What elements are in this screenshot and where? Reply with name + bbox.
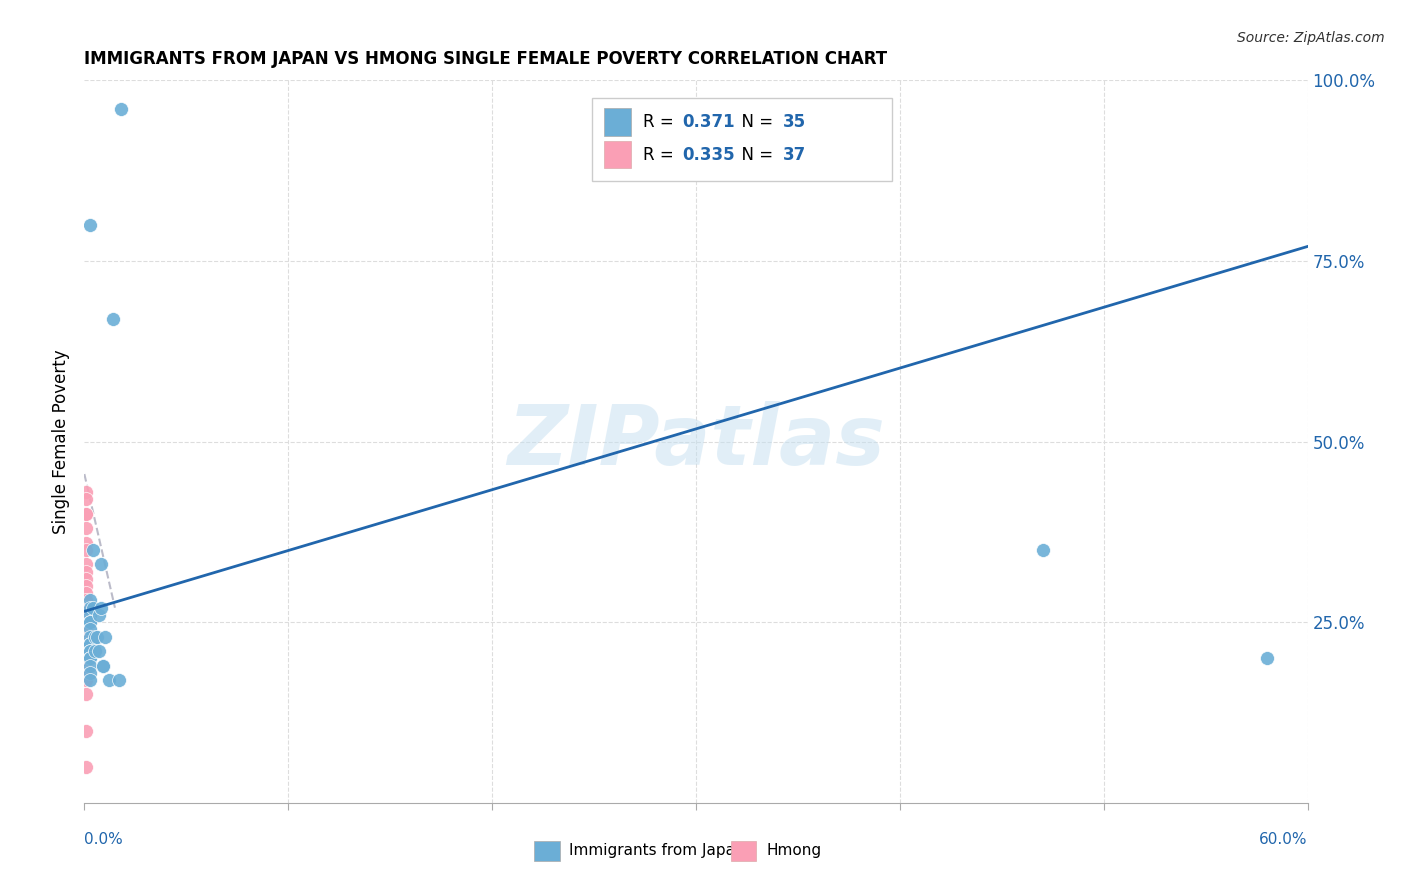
Point — [75, 760, 97, 774]
Point — [75, 644, 97, 658]
Text: 60.0%: 60.0% — [1260, 831, 1308, 847]
Point — [97, 673, 120, 687]
Point — [79, 593, 101, 607]
Text: Hmong: Hmong — [766, 844, 821, 858]
Point — [79, 651, 101, 665]
Point — [79, 218, 101, 232]
Point — [93, 630, 115, 644]
Point — [79, 644, 101, 658]
Text: 0.371: 0.371 — [682, 113, 735, 131]
Point — [75, 665, 97, 680]
Point — [75, 586, 97, 600]
Point — [75, 579, 97, 593]
Point — [75, 572, 97, 586]
Point — [75, 723, 97, 738]
Point — [75, 521, 97, 535]
Point — [75, 535, 97, 549]
Point — [75, 492, 97, 507]
Point — [86, 630, 108, 644]
Point — [79, 607, 101, 622]
Point — [75, 507, 97, 521]
Point — [90, 558, 112, 572]
Point — [87, 644, 110, 658]
Point — [79, 623, 101, 637]
Point — [75, 623, 97, 637]
Point — [75, 607, 97, 622]
Text: Source: ZipAtlas.com: Source: ZipAtlas.com — [1237, 31, 1385, 45]
Point — [75, 485, 97, 500]
Point — [83, 644, 105, 658]
Point — [79, 637, 101, 651]
Point — [83, 630, 105, 644]
Point — [79, 658, 101, 673]
Y-axis label: Single Female Poverty: Single Female Poverty — [52, 350, 70, 533]
Point — [79, 673, 101, 687]
Point — [79, 644, 101, 658]
Point — [75, 644, 97, 658]
Point — [75, 658, 97, 673]
Point — [79, 637, 101, 651]
Bar — [605, 141, 631, 169]
Point — [75, 630, 97, 644]
Point — [75, 665, 97, 680]
Text: R =: R = — [644, 113, 679, 131]
Point — [75, 637, 97, 651]
Text: 35: 35 — [783, 113, 806, 131]
Point — [1032, 542, 1054, 557]
Point — [91, 658, 114, 673]
Point — [108, 673, 131, 687]
Point — [75, 651, 97, 665]
Point — [75, 615, 97, 630]
Point — [75, 658, 97, 673]
Point — [75, 558, 97, 572]
Point — [75, 615, 97, 630]
Point — [75, 565, 97, 579]
Point — [75, 600, 97, 615]
Text: N =: N = — [731, 145, 779, 164]
Point — [87, 607, 110, 622]
Point — [75, 623, 97, 637]
Point — [75, 607, 97, 622]
Point — [75, 673, 97, 687]
Point — [79, 665, 101, 680]
Text: ZIPatlas: ZIPatlas — [508, 401, 884, 482]
Point — [75, 687, 97, 701]
Point — [79, 600, 101, 615]
Text: 0.0%: 0.0% — [84, 831, 124, 847]
Text: 0.335: 0.335 — [682, 145, 735, 164]
Bar — [592, 98, 891, 181]
Point — [75, 637, 97, 651]
Text: IMMIGRANTS FROM JAPAN VS HMONG SINGLE FEMALE POVERTY CORRELATION CHART: IMMIGRANTS FROM JAPAN VS HMONG SINGLE FE… — [84, 50, 887, 68]
Point — [79, 615, 101, 630]
Point — [75, 600, 97, 615]
Point — [75, 630, 97, 644]
Point — [110, 102, 132, 116]
Point — [79, 630, 101, 644]
Bar — [605, 109, 631, 136]
Point — [82, 600, 104, 615]
Point — [101, 311, 124, 326]
Point — [75, 593, 97, 607]
Text: N =: N = — [731, 113, 779, 131]
Text: 37: 37 — [783, 145, 806, 164]
Point — [82, 542, 104, 557]
Point — [1256, 651, 1278, 665]
Point — [75, 507, 97, 521]
Point — [90, 600, 112, 615]
Text: Immigrants from Japan: Immigrants from Japan — [569, 844, 745, 858]
Point — [79, 615, 101, 630]
Point — [75, 542, 97, 557]
Text: R =: R = — [644, 145, 679, 164]
Point — [91, 658, 114, 673]
Point — [79, 651, 101, 665]
Point — [75, 651, 97, 665]
